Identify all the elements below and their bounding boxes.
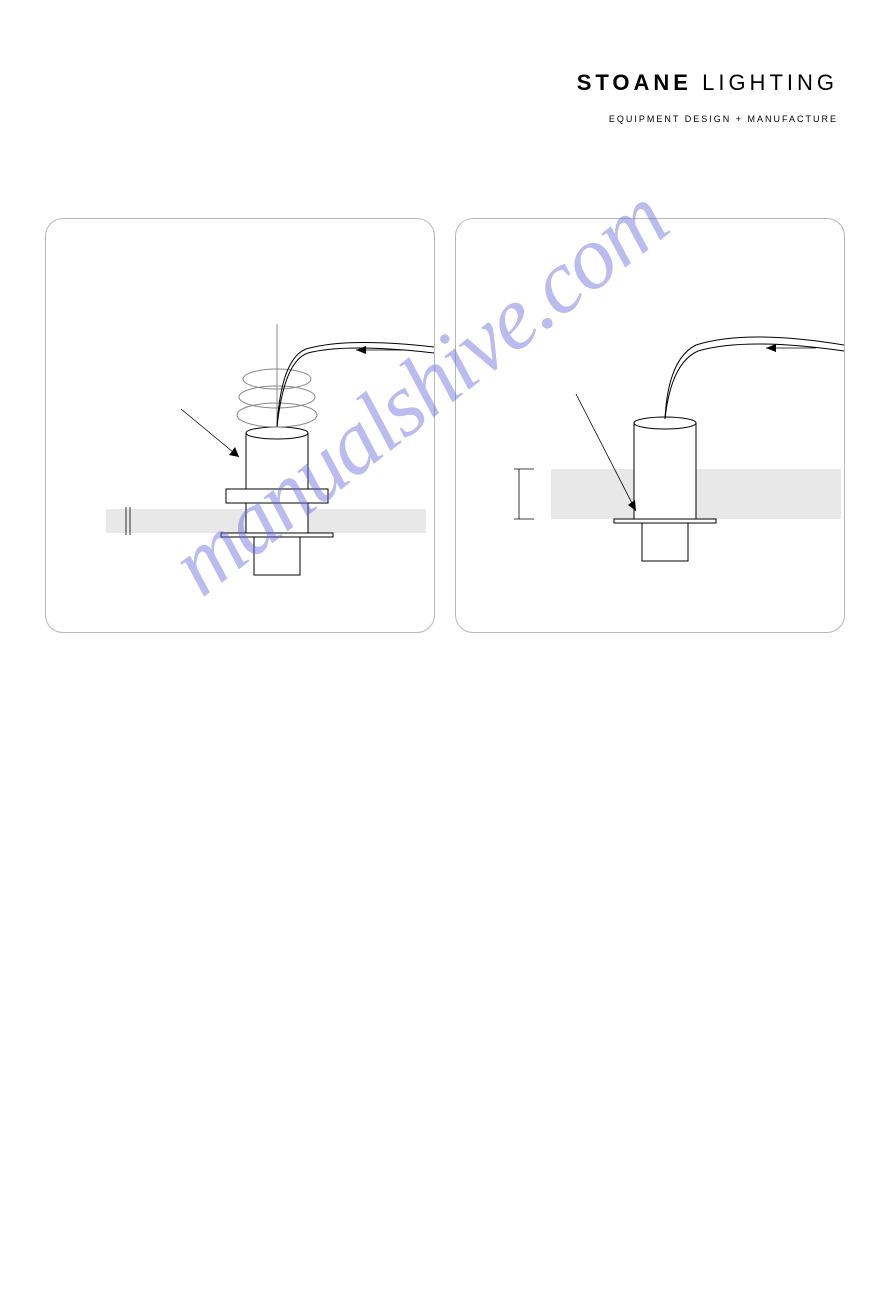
wire-arrowhead (356, 346, 366, 354)
page-header: STOANE LIGHTING EQUIPMENT DESIGN + MANUF… (577, 70, 838, 124)
flange-lower (221, 533, 333, 537)
wire (665, 344, 844, 419)
pointer-arrow (181, 409, 239, 457)
pointer-arrowhead (229, 447, 239, 457)
panel-right (455, 218, 845, 633)
brand-logo: STOANE LIGHTING (577, 70, 838, 96)
cylinder-top (634, 423, 696, 519)
brand-tagline: EQUIPMENT DESIGN + MANUFACTURE (577, 114, 838, 124)
brand-bold: STOANE (577, 70, 692, 95)
cylinder-bottom (642, 523, 688, 561)
brand-light: LIGHTING (702, 70, 838, 95)
diagram-right (456, 219, 845, 633)
cylinder-bottom (254, 537, 300, 575)
wire-arrowhead (766, 344, 776, 352)
cylinder-top (246, 433, 308, 489)
ceiling-cutout (246, 503, 308, 533)
diagram-panels (45, 218, 845, 633)
wire (665, 337, 844, 419)
wire (277, 348, 434, 427)
cylinder-top-cap (246, 427, 308, 439)
panel-left (45, 218, 435, 633)
flange (614, 519, 716, 523)
flange-upper (226, 489, 328, 503)
wire (277, 342, 434, 427)
diagram-left (46, 219, 435, 633)
